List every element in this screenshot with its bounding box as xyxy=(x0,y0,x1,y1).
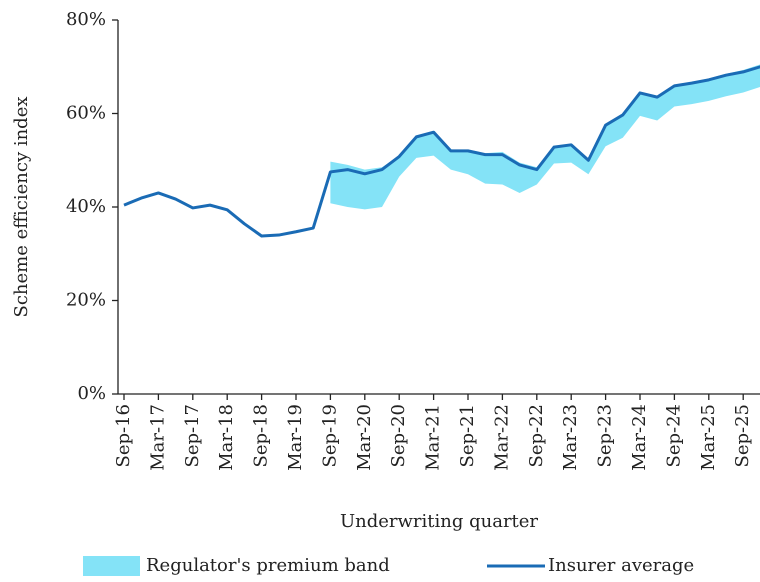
x-tick-label: Sep-18 xyxy=(251,404,272,468)
x-tick-label: Mar-23 xyxy=(560,404,581,471)
x-tick-label: Mar-17 xyxy=(147,404,168,471)
x-tick-label: Sep-24 xyxy=(663,404,684,468)
x-tick-label: Mar-18 xyxy=(216,404,237,471)
x-tick-label: Sep-25 xyxy=(732,404,753,468)
x-tick-label: Sep-23 xyxy=(595,404,616,468)
x-tick-label: Sep-19 xyxy=(319,404,340,468)
x-tick-label: Mar-21 xyxy=(423,404,444,471)
y-tick-label: 60% xyxy=(66,103,106,124)
y-tick-label: 20% xyxy=(66,290,106,311)
x-tick-label: Sep-17 xyxy=(182,404,203,468)
x-tick-label: Mar-25 xyxy=(698,404,719,471)
series-line xyxy=(123,65,760,238)
legend-label: Regulator's premium band xyxy=(146,555,390,576)
x-tick-label: Mar-22 xyxy=(491,404,512,471)
x-tick-label: Mar-20 xyxy=(354,404,375,471)
band-area xyxy=(330,64,760,210)
x-tick-label: Sep-21 xyxy=(457,404,478,468)
y-tick-label: 40% xyxy=(66,196,106,217)
x-tick-label: Mar-19 xyxy=(285,404,306,471)
x-tick-label: Sep-22 xyxy=(526,404,547,468)
y-axis-title: Scheme efficiency index xyxy=(11,96,32,317)
x-tick-label: Sep-20 xyxy=(388,404,409,468)
y-tick-label: 80% xyxy=(66,9,106,30)
y-tick-label: 0% xyxy=(77,383,106,404)
x-tick-label: Mar-24 xyxy=(629,404,650,471)
legend-swatch xyxy=(83,556,140,576)
x-axis-title: Underwriting quarter xyxy=(340,511,538,532)
legend-label: Insurer average xyxy=(548,555,694,576)
x-tick-label: Sep-16 xyxy=(113,404,134,468)
